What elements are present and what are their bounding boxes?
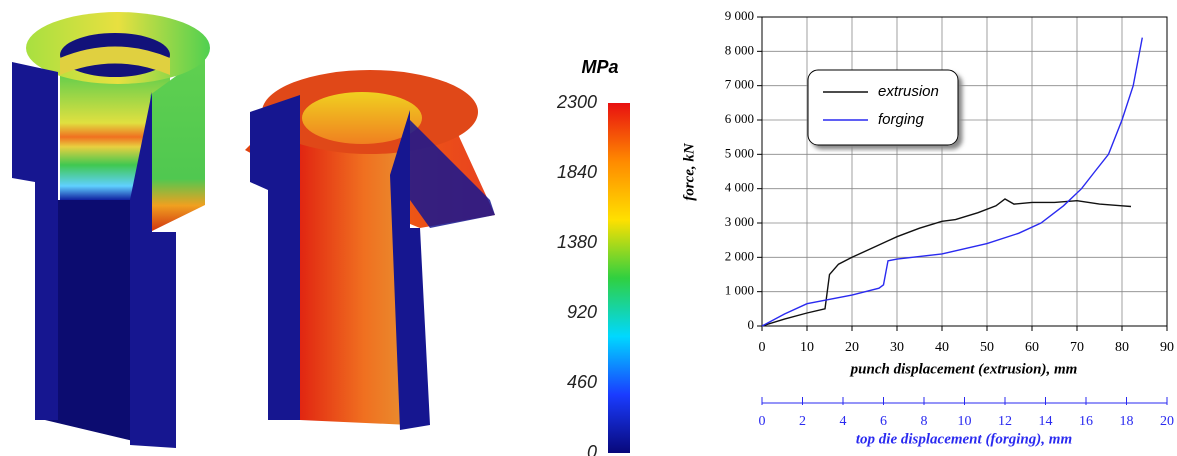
x2-tick-label: 6 xyxy=(880,414,887,429)
x-tick-label: 90 xyxy=(1160,340,1174,355)
x-tick-label: 0 xyxy=(759,340,766,355)
x-tick-label: 40 xyxy=(935,340,949,355)
y-tick-label: 2 000 xyxy=(725,248,754,263)
x2-tick-label: 20 xyxy=(1160,414,1174,429)
render-left xyxy=(12,12,210,448)
x2-tick-label: 8 xyxy=(921,414,928,429)
y-tick-label: 9 000 xyxy=(725,8,754,23)
legend-box xyxy=(808,70,958,145)
colorbar-tick-label: 2300 xyxy=(556,92,597,112)
x2-tick-label: 4 xyxy=(840,414,847,429)
x2-axis-label: top die displacement (forging), mm xyxy=(856,431,1072,447)
plot-frame xyxy=(762,17,1167,326)
x-tick-label: 80 xyxy=(1115,340,1129,355)
y-tick-label: 3 000 xyxy=(725,214,754,229)
x2-tick-label: 14 xyxy=(1039,414,1053,429)
x2-tick-label: 18 xyxy=(1120,414,1134,429)
y-tick-label: 8 000 xyxy=(725,42,754,57)
colorbar-tick-label: 920 xyxy=(567,302,597,322)
y-tick-label: 0 xyxy=(748,317,755,332)
figure: MPa 0460920138018402300 punch displaceme… xyxy=(0,0,1177,456)
x-tick-label: 70 xyxy=(1070,340,1084,355)
legend-label: extrusion xyxy=(878,83,939,100)
legend-label: forging xyxy=(878,111,925,128)
colorbar-title: MPa xyxy=(581,57,618,77)
colorbar-tick-label: 0 xyxy=(587,442,597,456)
x2-tick-label: 0 xyxy=(759,414,766,429)
series-line xyxy=(762,199,1131,326)
x-tick-label: 50 xyxy=(980,340,994,355)
colorbar-tick-label: 460 xyxy=(567,372,597,392)
y-axis-label: force, kN xyxy=(681,142,697,201)
render-right xyxy=(245,70,495,430)
x2-tick-label: 10 xyxy=(958,414,972,429)
x-tick-label: 60 xyxy=(1025,340,1039,355)
colorbar: MPa 0 460 920 1380 1840 2300 xyxy=(556,57,630,456)
x2-tick-label: 16 xyxy=(1079,414,1093,429)
y-tick-label: 4 000 xyxy=(725,180,754,195)
y-tick-label: 6 000 xyxy=(725,111,754,126)
y-tick-label: 1 000 xyxy=(725,283,754,298)
x-tick-label: 20 xyxy=(845,340,859,355)
line-chart: punch displacement (extrusion), mm top d… xyxy=(681,8,1174,447)
x-tick-label: 30 xyxy=(890,340,904,355)
colorbar-tick-label: 1380 xyxy=(557,232,597,252)
x-axis-label: punch displacement (extrusion), mm xyxy=(849,361,1078,377)
x2-tick-label: 12 xyxy=(998,414,1012,429)
y-tick-label: 5 000 xyxy=(725,145,754,160)
colorbar-tick-label: 1840 xyxy=(557,162,597,182)
colorbar-gradient xyxy=(608,103,630,453)
x2-tick-label: 2 xyxy=(799,414,806,429)
y-tick-label: 7 000 xyxy=(725,77,754,92)
x-tick-label: 10 xyxy=(800,340,814,355)
